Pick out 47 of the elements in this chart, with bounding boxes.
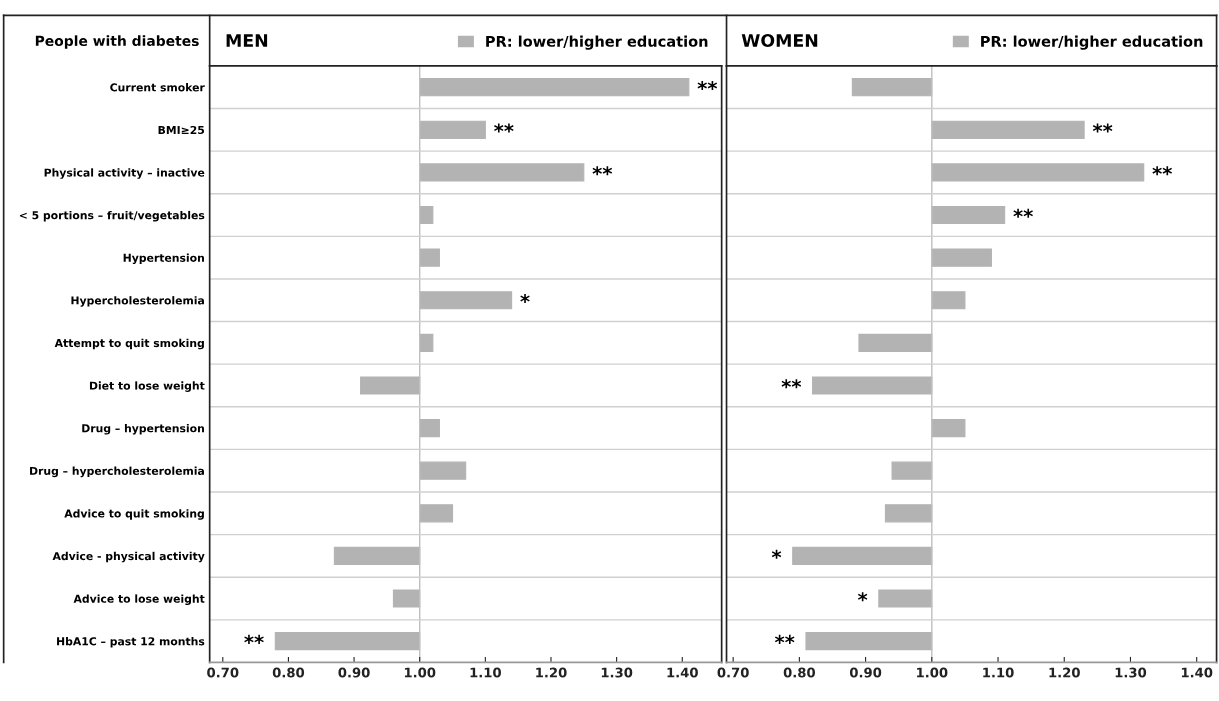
annotation: ** <box>1013 208 1033 218</box>
y-tick-label: Advice to quit smoking <box>64 509 204 520</box>
y-tick-label: Current smoker <box>110 83 205 92</box>
y-tick-label: Diet to lose weight <box>89 381 205 392</box>
y-tick-label: Advice to lose weight <box>73 594 205 605</box>
annotation: ** <box>1152 166 1172 176</box>
annotation: * <box>520 293 530 303</box>
x-tick-label: 0.90 <box>849 667 882 678</box>
y-tick-label: Physical activity – inactive <box>44 168 205 179</box>
x-tick-label: 0.90 <box>338 667 370 678</box>
x-tick-label: 0.70 <box>717 667 749 678</box>
x-tick-label: 1.40 <box>667 667 698 678</box>
y-tick-label: BMI≥25 <box>158 125 205 135</box>
x-tick-label: 0.80 <box>783 667 816 678</box>
legend-label: PR: lower/higher education <box>981 35 1203 50</box>
chart-title: WOMEN <box>741 33 818 48</box>
y-tick-label: Drug – hypertension <box>82 423 204 435</box>
annotation: ** <box>774 634 795 644</box>
annotation: ** <box>494 123 514 133</box>
annotation: ** <box>1092 123 1113 133</box>
y-tick-label: Attempt to quit smoking <box>54 338 204 350</box>
annotation: ** <box>244 634 264 644</box>
chart-title: MEN <box>226 34 268 47</box>
annotation: * <box>771 549 782 559</box>
legend-label: PR: lower/higher education <box>486 35 708 50</box>
x-tick-label: 1.30 <box>601 667 633 678</box>
annotation: ** <box>781 379 802 389</box>
y-tick-label: Drug – hypercholesterolemia <box>30 466 204 478</box>
x-tick-label: 1.10 <box>983 667 1014 678</box>
y-tick-label: Advice - physical activity <box>52 551 205 563</box>
x-tick-label: 1.40 <box>1181 667 1213 678</box>
x-tick-label: 0.70 <box>207 667 239 678</box>
x-tick-label: 1.00 <box>404 667 436 678</box>
x-tick-label: 1.10 <box>470 667 501 678</box>
x-tick-label: 1.20 <box>536 667 567 678</box>
annotation: ** <box>697 80 718 90</box>
annotation: * <box>857 592 868 602</box>
y-tick-label: Hypercholesterolemia <box>71 296 204 307</box>
y-tick-label: HbA1C – past 12 months <box>57 637 205 648</box>
x-tick-label: 1.20 <box>1049 667 1080 678</box>
annotation: ** <box>592 166 613 176</box>
y-tick-label: Hypertension <box>123 253 204 265</box>
x-tick-label: 1.00 <box>917 667 948 678</box>
y-tick-label: < 5 portions – fruit/vegetables <box>19 210 205 222</box>
x-tick-label: 0.80 <box>272 667 305 678</box>
x-tick-label: 1.30 <box>1115 667 1147 678</box>
text: People with diabetes <box>35 35 199 49</box>
